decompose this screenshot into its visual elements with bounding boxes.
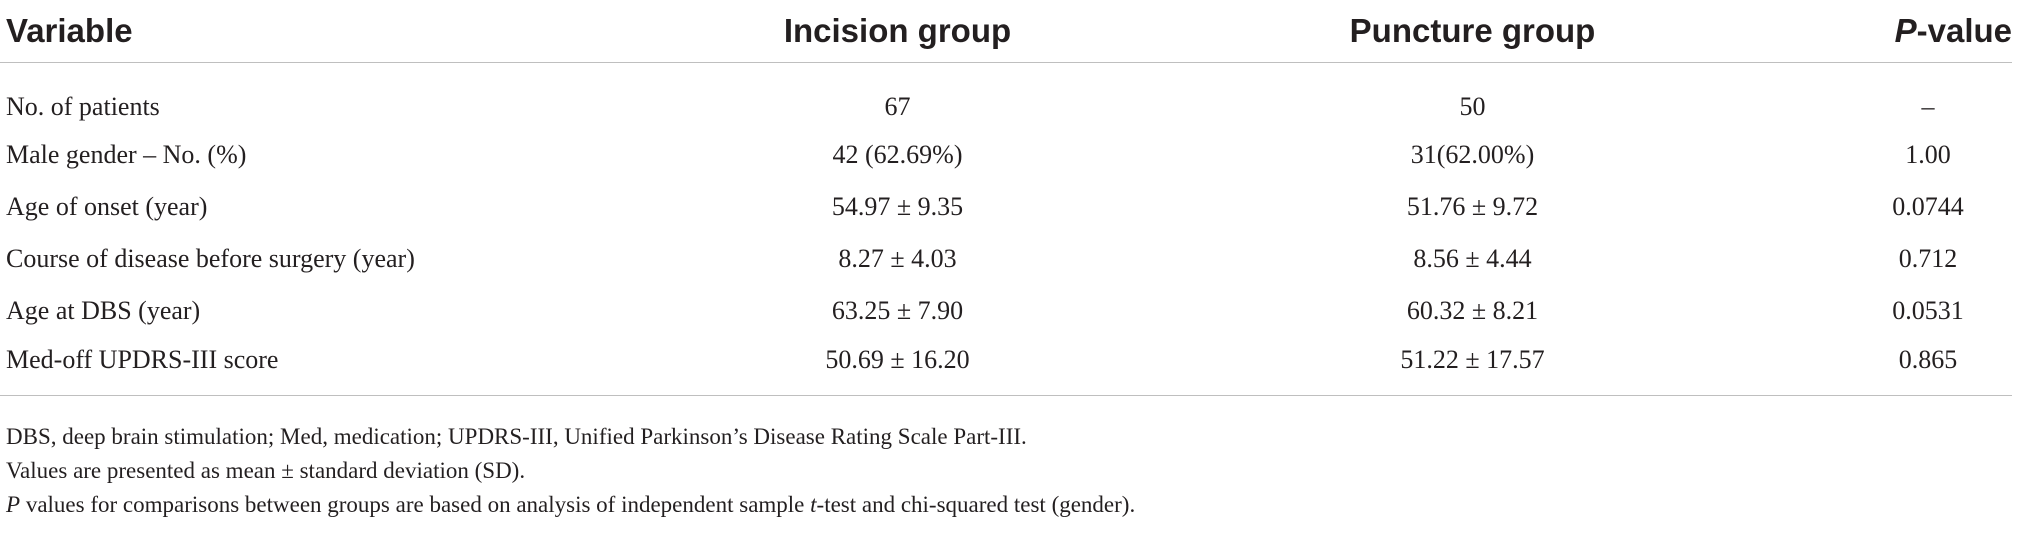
cell-p-value-text: 0.865 (1898, 345, 1958, 374)
header-p-italic: P (1894, 12, 1917, 49)
data-table: Variable Incision group Puncture group P… (0, 0, 2012, 396)
table-header: Variable Incision group Puncture group P… (0, 0, 2012, 63)
header-puncture-group: Puncture group (1175, 0, 1770, 63)
cell-puncture: 31(62.00%) (1410, 140, 1535, 169)
cell-incision: 8.27 ± 4.03 (838, 244, 957, 273)
cell-puncture: 51.76 ± 9.72 (1406, 192, 1539, 221)
table-row: Male gender – No. (%) 42 (62.69%) 31(62.… (0, 129, 2012, 181)
cell-variable: No. of patients (6, 92, 160, 121)
cell-incision: 54.97 ± 9.35 (831, 192, 964, 221)
cell-incision: 63.25 ± 7.90 (831, 296, 964, 325)
cell-p-value: – (1770, 63, 2012, 130)
cell-puncture: 8.56 ± 4.44 (1413, 244, 1532, 273)
footnote-values: Values are presented as mean ± standard … (6, 458, 526, 483)
cell-p-value-text: 1.00 (1905, 140, 1951, 169)
cell-p-value-text: 0.0531 (1892, 296, 1964, 325)
cell-incision: 42 (62.69%) (832, 140, 963, 169)
cell-incision: 67 (884, 92, 911, 121)
cell-p-value: 0.0744 (1770, 181, 2012, 233)
table-body: No. of patients 67 50 – Male gender – No… (0, 63, 2012, 396)
cell-puncture: 50 (1459, 92, 1486, 121)
cell-variable: Age of onset (year) (6, 192, 208, 221)
header-incision-group: Incision group (620, 0, 1175, 63)
cell-p-value-text: 0.0744 (1892, 192, 1964, 221)
table-row: No. of patients 67 50 – (0, 63, 2012, 130)
cell-variable: Med-off UPDRS-III score (0, 337, 620, 396)
table-row: Course of disease before surgery (year) … (0, 233, 2012, 285)
cell-p-value: 0.712 (1770, 233, 2012, 285)
cell-p-value: 1.00 (1770, 129, 2012, 181)
table-row: Age of onset (year) 54.97 ± 9.35 51.76 ±… (0, 181, 2012, 233)
cell-puncture: 51.22 ± 17.57 (1175, 337, 1770, 396)
header-p-rest: -value (1916, 12, 2012, 49)
footnote-p-italic: P (6, 492, 21, 517)
cell-p-value-text: – (1921, 92, 1935, 121)
cell-puncture: 60.32 ± 8.21 (1406, 296, 1539, 325)
footnote-p-values: P values for comparisons between groups … (6, 488, 1135, 522)
header-variable: Variable (0, 0, 620, 63)
cell-p-value-text: 0.712 (1898, 244, 1958, 273)
cell-variable: Course of disease before surgery (year) (6, 244, 415, 273)
table-row: Age at DBS (year) 63.25 ± 7.90 60.32 ± 8… (0, 285, 2012, 337)
table-footnotes: DBS, deep brain stimulation; Med, medica… (6, 420, 1135, 522)
footnote-p-text-2: -test and chi-squared test (gender). (816, 492, 1136, 517)
cell-variable: Male gender – No. (%) (6, 140, 247, 169)
cell-incision: 50.69 ± 16.20 (620, 337, 1175, 396)
table-row: Med-off UPDRS-III score 50.69 ± 16.20 51… (0, 337, 2012, 396)
footnote-abbreviations: DBS, deep brain stimulation; Med, medica… (6, 424, 1027, 449)
footnote-t-italic: t (810, 492, 817, 517)
header-p-value: P-value (1770, 0, 2012, 63)
cell-p-value: 0.865 (1770, 337, 2012, 396)
header-row: Variable Incision group Puncture group P… (0, 0, 2012, 63)
cell-p-value: 0.0531 (1770, 285, 2012, 337)
footnote-p-text-1: values for comparisons between groups ar… (20, 492, 811, 517)
cell-variable: Age at DBS (year) (6, 296, 201, 325)
